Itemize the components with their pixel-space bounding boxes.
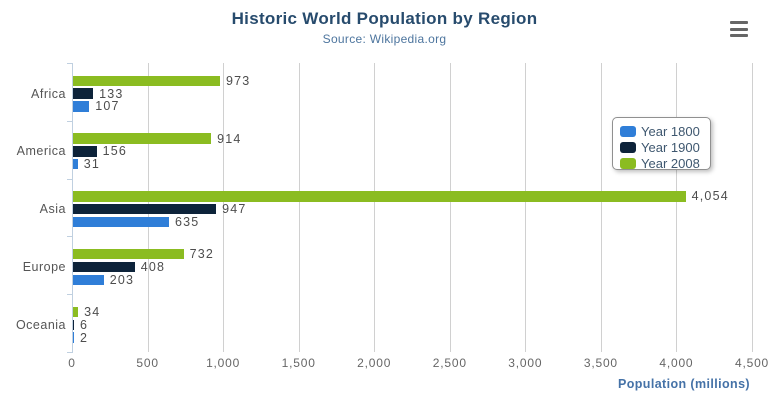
category-label-asia: Asia [39, 202, 66, 217]
hamburger-menu-icon[interactable] [730, 20, 748, 38]
data-label-asia-year-1900: 947 [222, 202, 247, 217]
x-axis-title: Population (millions) [617, 377, 750, 391]
hamburger-bar [730, 27, 748, 31]
data-label-africa-year-1800: 107 [95, 99, 120, 114]
x-tick-label-3-000: 3,000 [508, 356, 543, 370]
bar-europe-year-2008[interactable] [73, 249, 184, 260]
bar-africa-year-1800[interactable] [73, 101, 90, 112]
hamburger-bar [730, 34, 748, 37]
x-tick-label-4-000: 4,000 [659, 356, 694, 370]
bar-africa-year-2008[interactable] [73, 75, 220, 86]
gridline-4-000 [676, 63, 678, 352]
bar-europe-year-1800[interactable] [73, 274, 104, 285]
bar-asia-year-1800[interactable] [73, 216, 169, 228]
x-tick-label-2-500: 2,500 [432, 356, 467, 370]
bar-oceania-year-1800[interactable] [73, 332, 74, 343]
bar-oceania-year-1900[interactable] [73, 319, 74, 330]
data-label-africa-year-2008: 973 [226, 73, 251, 88]
gridline-2-500 [449, 63, 451, 352]
x-tick-label-1-000: 1,000 [206, 356, 241, 370]
y-axis-tick [67, 120, 72, 122]
gridline-3-500 [600, 63, 602, 352]
y-axis-tick [67, 294, 72, 296]
data-label-europe-year-1900: 408 [140, 260, 166, 274]
x-tick-label-3-500: 3,500 [583, 356, 618, 370]
gridline-1-500 [298, 63, 300, 352]
gridline-2-000 [374, 63, 376, 352]
bar-america-year-1800[interactable] [73, 159, 78, 170]
x-tick-label-0: 0 [68, 356, 76, 370]
data-label-africa-year-1900: 133 [99, 86, 124, 101]
y-axis-tick [67, 63, 72, 64]
legend-label-year-1800: Year 1800 [641, 124, 700, 139]
bar-asia-year-1900[interactable] [73, 204, 217, 215]
bar-america-year-2008[interactable] [73, 133, 212, 144]
category-label-africa: Africa [31, 86, 66, 101]
data-label-america-year-1900: 156 [102, 144, 128, 159]
category-label-oceania: Oceania [15, 317, 66, 332]
x-tick-label-2-000: 2,000 [357, 356, 392, 370]
legend-swatch-year-1800 [620, 126, 636, 137]
legend-swatch-year-2008 [620, 158, 636, 169]
bar-asia-year-2008[interactable] [73, 191, 686, 202]
chart-subtitle: Source: Wikipedia.org [322, 32, 447, 46]
data-label-oceania-year-1800: 2 [80, 330, 89, 345]
hamburger-bar [730, 21, 748, 24]
x-tick-label-4-500: 4,500 [734, 356, 769, 370]
category-label-europe: Europe [22, 259, 66, 274]
legend-label-year-1900: Year 1900 [641, 140, 700, 155]
y-axis-tick [67, 178, 72, 180]
x-tick-label-500: 500 [136, 356, 159, 370]
bar-oceania-year-2008[interactable] [73, 306, 79, 318]
legend-item-year-1800[interactable]: Year 1800 [613, 124, 710, 139]
data-label-oceania-year-2008: 34 [84, 305, 101, 319]
chart-title: Historic World Population by Region [231, 9, 538, 28]
bar-america-year-1900[interactable] [73, 146, 97, 157]
data-label-europe-year-1800: 203 [109, 272, 135, 287]
data-label-oceania-year-1900: 6 [80, 317, 89, 332]
legend: Year 1800 Year 1900 Year 2008 [612, 117, 711, 171]
data-label-europe-year-2008: 732 [189, 247, 215, 262]
gridline-4-500 [752, 63, 753, 352]
legend-label-year-2008: Year 2008 [641, 156, 700, 171]
gridline-3-000 [525, 63, 527, 352]
plot-area: 973 133 107 914 156 31 4,054 947 635 732 408 203 34 6… [67, 63, 756, 353]
bar-africa-year-1900[interactable] [73, 88, 94, 99]
legend-item-year-1900[interactable]: Year 1900 [613, 140, 710, 155]
y-axis-tick [67, 352, 72, 353]
category-label-america: America [16, 144, 66, 159]
bar-europe-year-1900[interactable] [73, 261, 135, 273]
gridline-1-000 [223, 63, 225, 352]
data-label-america-year-1800: 31 [83, 157, 100, 172]
legend-swatch-year-1900 [620, 142, 636, 153]
y-axis-line [72, 63, 73, 353]
data-label-america-year-2008: 914 [217, 131, 242, 146]
data-label-asia-year-2008: 4,054 [691, 189, 729, 204]
x-tick-label-1-500: 1,500 [281, 356, 316, 370]
y-axis-tick [67, 236, 72, 238]
legend-item-year-2008[interactable]: Year 2008 [613, 156, 710, 171]
data-label-asia-year-1800: 635 [175, 215, 200, 229]
